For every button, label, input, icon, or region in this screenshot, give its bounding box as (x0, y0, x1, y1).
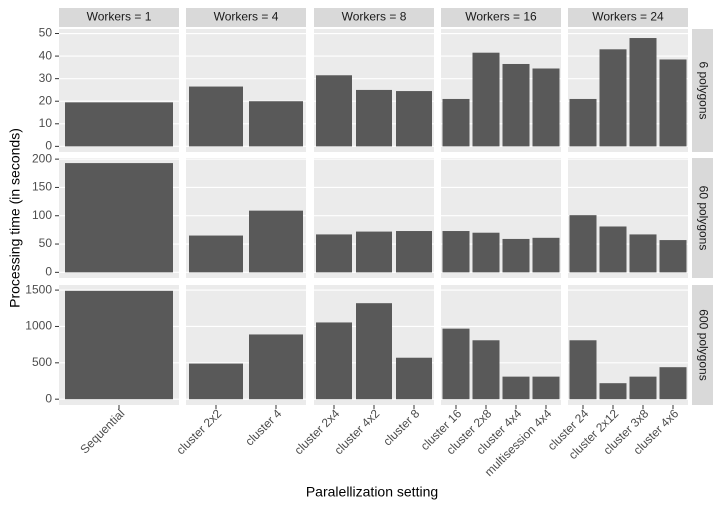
x-tick-label: cluster 8 (380, 406, 422, 448)
y-tick-label: 100 (32, 208, 52, 222)
bar (502, 376, 530, 400)
bar (189, 363, 243, 400)
y-tick-label: 0 (45, 265, 52, 279)
bar (396, 357, 432, 400)
bar (249, 334, 303, 400)
x-tick-label: cluster 2x2 (173, 406, 224, 457)
bar (569, 98, 597, 147)
row-strip (692, 285, 713, 405)
bar (472, 52, 500, 147)
bar (599, 49, 627, 147)
bar (659, 367, 687, 400)
bar (502, 63, 530, 147)
bar (659, 240, 687, 273)
bar (532, 237, 560, 273)
bar (65, 102, 173, 147)
strip (568, 8, 688, 27)
x-tick-label: cluster 4 (242, 406, 284, 448)
x-tick-label: Sequential (77, 406, 127, 456)
bar (316, 322, 352, 400)
bar (189, 86, 243, 147)
bar (472, 232, 500, 273)
bar (356, 303, 392, 400)
strip-label: Workers = 24 (592, 10, 664, 24)
strip (186, 8, 306, 27)
strip (441, 8, 561, 27)
bar (316, 234, 352, 273)
strip (59, 8, 179, 27)
bar (532, 376, 560, 400)
row-strip-label: 60 polygons (696, 186, 710, 251)
bar (659, 59, 687, 147)
bar (316, 75, 352, 147)
bar (442, 98, 470, 147)
bar (189, 235, 243, 273)
bar (442, 231, 470, 273)
y-tick-label: 150 (32, 180, 52, 194)
row-strip-label: 6 polygons (696, 61, 710, 119)
y-tick-label: 0 (45, 139, 52, 153)
bar (396, 231, 432, 273)
y-tick-label: 20 (39, 93, 53, 107)
bar (65, 290, 173, 400)
strip (314, 8, 434, 27)
y-tick-label: 1500 (25, 282, 52, 296)
bar (472, 340, 500, 400)
bar (629, 38, 657, 147)
bar (65, 163, 173, 273)
y-tick-label: 10 (39, 116, 53, 130)
bar (249, 101, 303, 147)
bar (502, 238, 530, 273)
strip-label: Workers = 8 (342, 10, 407, 24)
bar (629, 376, 657, 400)
bar (569, 215, 597, 273)
y-tick-label: 0 (45, 391, 52, 405)
x-axis-title: Paralellization setting (306, 484, 438, 500)
strip-label: Workers = 1 (87, 10, 152, 24)
bar (442, 328, 470, 400)
y-tick-label: 1000 (25, 319, 52, 333)
strip-label: Workers = 16 (465, 10, 537, 24)
strip-label: Workers = 4 (214, 10, 279, 24)
row-strip (692, 29, 713, 152)
bar (356, 89, 392, 147)
row-strip-label: 600 polygons (696, 309, 710, 380)
bar (599, 226, 627, 273)
row-strip (692, 158, 713, 278)
y-tick-label: 50 (39, 236, 53, 250)
y-tick-label: 200 (32, 151, 52, 165)
bar (396, 91, 432, 147)
y-tick-label: 50 (39, 26, 53, 40)
y-tick-label: 30 (39, 71, 53, 85)
bar (599, 383, 627, 400)
y-tick-label: 40 (39, 48, 53, 62)
bar (629, 234, 657, 273)
y-axis-title: Processing time (in seconds) (7, 128, 23, 308)
bar (356, 231, 392, 273)
y-tick-label: 500 (32, 355, 52, 369)
bar (249, 210, 303, 273)
bar (532, 68, 560, 147)
bar (569, 340, 597, 400)
